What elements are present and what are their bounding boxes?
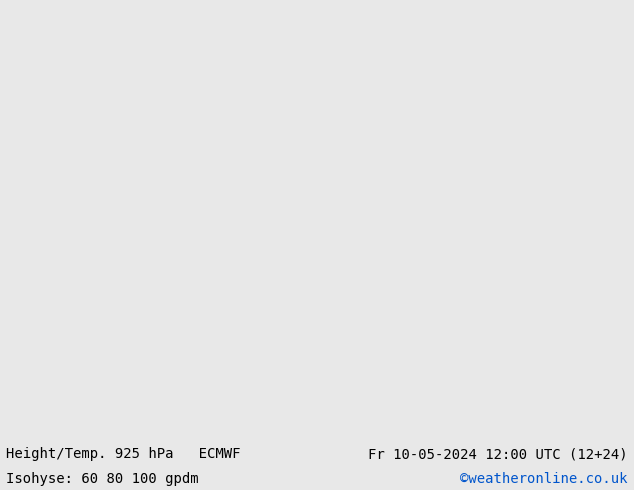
Text: Height/Temp. 925 hPa   ECMWF: Height/Temp. 925 hPa ECMWF (6, 447, 241, 461)
Text: Isohyse: 60 80 100 gpdm: Isohyse: 60 80 100 gpdm (6, 472, 199, 486)
Text: ©weatheronline.co.uk: ©weatheronline.co.uk (460, 472, 628, 486)
Text: Fr 10-05-2024 12:00 UTC (12+24): Fr 10-05-2024 12:00 UTC (12+24) (368, 447, 628, 461)
